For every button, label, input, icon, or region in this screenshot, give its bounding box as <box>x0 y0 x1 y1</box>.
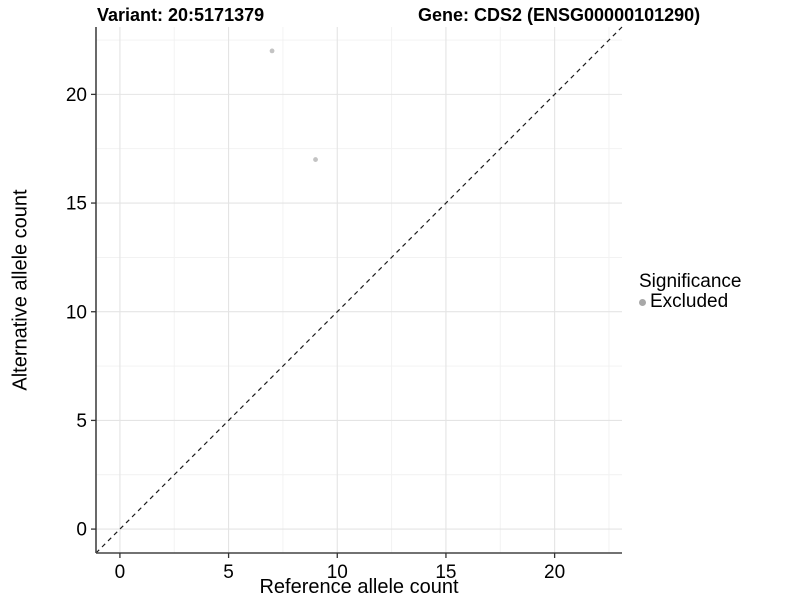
data-point <box>269 48 275 54</box>
excluded-point-icon <box>639 298 646 306</box>
x-tick-label: 15 <box>435 562 456 583</box>
x-axis-label: Reference allele count <box>259 576 459 598</box>
y-tick-label: 20 <box>66 85 87 106</box>
data-point <box>313 157 318 162</box>
y-tick-label: 0 <box>76 520 87 541</box>
y-tick-label: 5 <box>76 411 87 432</box>
x-tick-label: 10 <box>327 562 348 583</box>
plot-title-variant: Variant: 20:5171379 <box>97 5 265 25</box>
legend-title: Significance <box>639 271 742 292</box>
legend-item-excluded: Excluded <box>639 292 741 312</box>
plot-title-gene: Gene: CDS2 (ENSG00000101290) <box>418 5 701 25</box>
x-tick-label: 20 <box>544 562 565 583</box>
y-tick-label: 15 <box>66 194 87 215</box>
y-axis-label: Alternative allele count <box>9 189 32 391</box>
legend: Significance Excluded <box>639 272 741 312</box>
x-tick-label: 0 <box>115 562 126 583</box>
y-tick-label: 10 <box>66 302 87 323</box>
legend-item-label: Excluded <box>650 291 729 312</box>
identity-dashed-line <box>95 26 623 554</box>
x-tick-label: 5 <box>223 562 234 583</box>
